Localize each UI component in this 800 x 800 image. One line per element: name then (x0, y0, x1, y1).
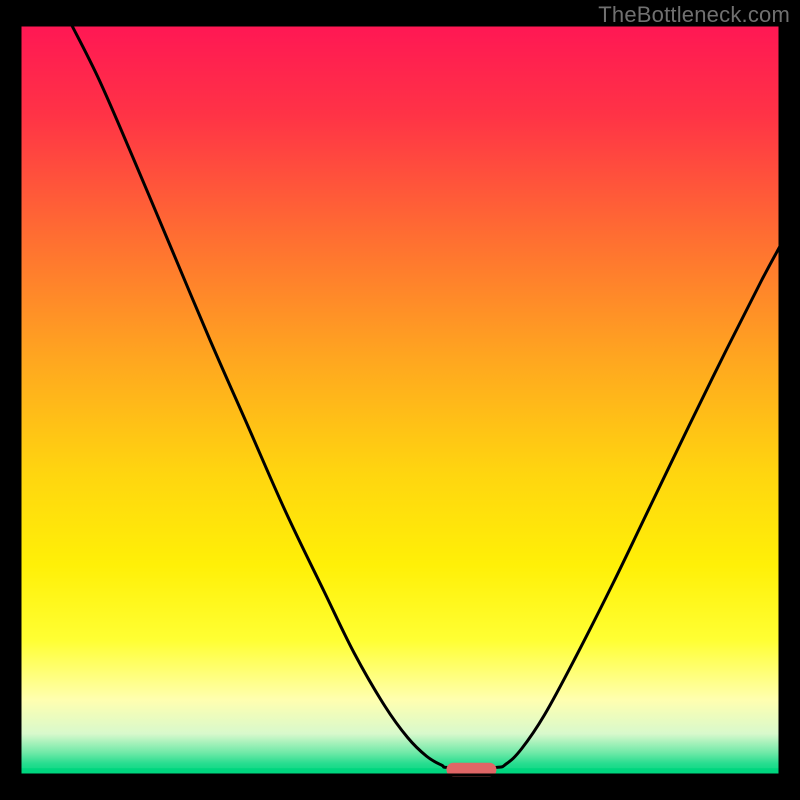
chart-svg (0, 0, 800, 800)
watermark-text: TheBottleneck.com (598, 2, 790, 28)
bottleneck-chart: TheBottleneck.com (0, 0, 800, 800)
baseline-stripe (20, 768, 780, 774)
gradient-background (20, 25, 780, 775)
